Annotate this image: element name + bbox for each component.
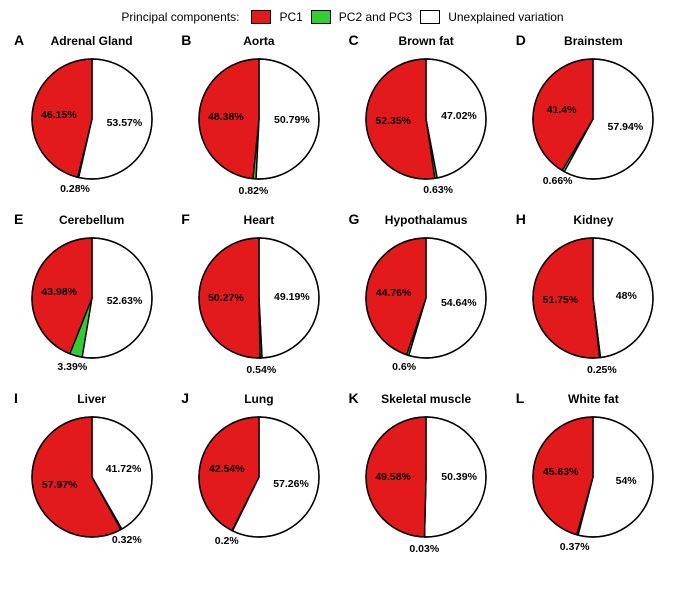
panel-title: Brainstem	[512, 34, 675, 48]
panel-letter: H	[516, 211, 526, 227]
label-unexplained: 52.63%	[107, 295, 143, 307]
panel-c: CBrown fat 52.35% 47.02% 0.63%	[345, 32, 508, 207]
label-pc1: 42.54%	[209, 463, 245, 475]
panel-title: Liver	[10, 392, 173, 406]
label-unexplained: 54%	[616, 475, 637, 487]
legend-label-unexp: Unexplained variation	[448, 10, 563, 24]
pie-chart: 57.97%41.72%0.32%	[27, 412, 157, 542]
panel-d: DBrainstem 41.4% 57.94% 0.66%	[512, 32, 675, 207]
pie-chart: 42.54%57.26%0.2%	[194, 412, 324, 542]
label-pc23: 0.37%	[560, 541, 590, 553]
panel-title: Aorta	[177, 34, 340, 48]
label-pc23: 0.63%	[423, 184, 453, 196]
label-unexplained: 50.79%	[274, 114, 310, 126]
panel-title: Brown fat	[345, 34, 508, 48]
label-pc23: 0.25%	[587, 364, 617, 376]
label-pc23: 0.28%	[60, 183, 90, 195]
panel-letter: E	[14, 211, 23, 227]
label-unexplained: 57.94%	[608, 121, 644, 133]
pie-chart: 49.58%50.39%0.03%	[361, 412, 491, 542]
pie-chart: 48.38%50.79%0.82%	[194, 54, 324, 184]
panel-title: Lung	[177, 392, 340, 406]
panel-title: Kidney	[512, 213, 675, 227]
legend-label-pc1: PC1	[279, 10, 302, 24]
label-pc1: 43.98%	[41, 286, 77, 298]
panel-letter: C	[349, 32, 359, 48]
panel-e: ECerebellum 43.98% 52.63% 3.39%	[10, 211, 173, 386]
label-pc1: 50.27%	[208, 292, 244, 304]
legend-title: Principal components:	[121, 10, 239, 24]
panel-letter: D	[516, 32, 526, 48]
pie-chart: 46.15%53.57%0.28%	[27, 54, 157, 184]
panel-title: White fat	[512, 392, 675, 406]
label-pc23: 0.66%	[543, 175, 573, 187]
label-unexplained: 57.26%	[273, 478, 309, 490]
panel-letter: K	[349, 390, 359, 406]
panel-letter: I	[14, 390, 18, 406]
label-unexplained: 49.19%	[274, 291, 310, 303]
panel-j: JLung 42.54% 57.26% 0.2%	[177, 390, 340, 565]
panel-title: Skeletal muscle	[345, 392, 508, 406]
label-unexplained: 53.57%	[107, 117, 143, 129]
panel-letter: A	[14, 32, 24, 48]
pie-chart: 44.76%54.64%0.6%	[361, 233, 491, 363]
label-pc1: 57.97%	[42, 479, 78, 491]
pie-chart: 50.27%49.19%0.54%	[194, 233, 324, 363]
label-unexplained: 47.02%	[441, 110, 477, 122]
panel-title: Hypothalamus	[345, 213, 508, 227]
pie-chart: 43.98%52.63%3.39%	[27, 233, 157, 363]
label-unexplained: 54.64%	[441, 297, 477, 309]
panel-a: AAdrenal Gland 46.15% 53.57% 0.28%	[10, 32, 173, 207]
panel-title: Cerebellum	[10, 213, 173, 227]
label-pc1: 45.63%	[543, 466, 579, 478]
panel-letter: L	[516, 390, 525, 406]
pie-chart: 45.63%54%0.37%	[528, 412, 658, 542]
legend-swatch-unexp	[420, 10, 440, 24]
panel-title: Adrenal Gland	[10, 34, 173, 48]
panel-title: Heart	[177, 213, 340, 227]
panel-letter: J	[181, 390, 189, 406]
legend-swatch-pc23	[311, 10, 331, 24]
panel-f: FHeart 50.27% 49.19% 0.54%	[177, 211, 340, 386]
legend-swatch-pc1	[251, 10, 271, 24]
pie-chart: 51.75%48%0.25%	[528, 233, 658, 363]
panel-l: LWhite fat 45.63% 54% 0.37%	[512, 390, 675, 565]
label-pc1: 46.15%	[41, 109, 77, 121]
label-pc23: 0.82%	[239, 185, 269, 197]
panel-g: GHypothalamus 44.76% 54.64% 0.6%	[345, 211, 508, 386]
legend: Principal components: PC1 PC2 and PC3 Un…	[10, 10, 675, 24]
label-pc23: 0.54%	[246, 364, 276, 376]
panel-b: BAorta 48.38% 50.79% 0.82%	[177, 32, 340, 207]
label-pc23: 0.6%	[392, 361, 416, 373]
label-pc1: 44.76%	[376, 287, 412, 299]
label-pc1: 49.58%	[375, 471, 411, 483]
legend-label-pc23: PC2 and PC3	[339, 10, 412, 24]
panel-h: HKidney 51.75% 48% 0.25%	[512, 211, 675, 386]
label-unexplained: 50.39%	[441, 471, 477, 483]
panel-k: KSkeletal muscle 49.58% 50.39% 0.03%	[345, 390, 508, 565]
panel-letter: F	[181, 211, 190, 227]
panel-letter: B	[181, 32, 191, 48]
label-unexplained: 41.72%	[106, 463, 142, 475]
label-pc1: 51.75%	[543, 294, 579, 306]
chart-grid: AAdrenal Gland 46.15% 53.57% 0.28% BAorta 48.…	[10, 32, 675, 565]
label-pc1: 48.38%	[208, 111, 244, 123]
label-pc1: 41.4%	[547, 104, 577, 116]
label-pc23: 3.39%	[57, 361, 87, 373]
label-unexplained: 48%	[616, 290, 637, 302]
pie-chart: 52.35%47.02%0.63%	[361, 54, 491, 184]
label-pc23: 0.03%	[409, 543, 439, 555]
panel-i: ILiver 57.97% 41.72% 0.32%	[10, 390, 173, 565]
label-pc1: 52.35%	[375, 115, 411, 127]
label-pc23: 0.2%	[215, 535, 239, 547]
pie-chart: 41.4% 57.94% 0.66%	[528, 54, 658, 184]
panel-letter: G	[349, 211, 360, 227]
label-pc23: 0.32%	[112, 534, 142, 546]
